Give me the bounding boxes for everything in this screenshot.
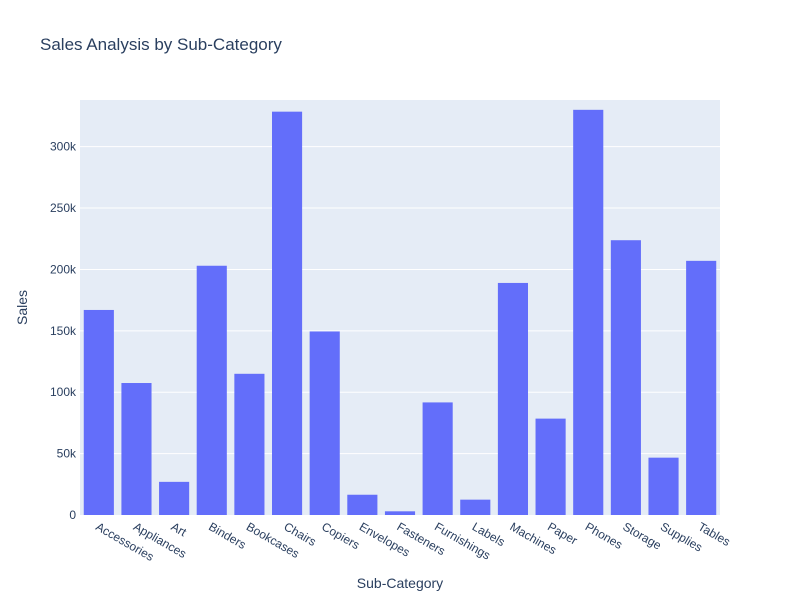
x-axis-title: Sub-Category — [357, 575, 443, 591]
x-tick-label: Copiers — [319, 519, 362, 552]
y-axis-title: Sales — [14, 290, 30, 325]
bar-accessories — [83, 309, 114, 515]
bar-appliances — [121, 383, 152, 515]
bar-art — [159, 481, 190, 515]
x-tick-label: Storage — [620, 519, 664, 552]
bar-fasteners — [384, 511, 416, 515]
y-tick-label: 250k — [50, 201, 77, 215]
bar-furnishings — [422, 402, 453, 515]
bar-bookcases — [234, 373, 265, 515]
bars — [83, 109, 717, 516]
bar-envelopes — [347, 494, 378, 515]
bar-copiers — [309, 331, 340, 515]
y-tick-label: 100k — [50, 385, 77, 399]
bar-machines — [497, 282, 528, 515]
y-tick-label: 300k — [50, 140, 77, 154]
bar-supplies — [648, 457, 679, 515]
y-tick-labels: 0 50k 100k 150k 200k 250k 300k — [50, 140, 77, 522]
y-tick-label: 200k — [50, 262, 77, 276]
bar-storage — [610, 240, 641, 515]
gridlines — [80, 146, 720, 455]
x-tick-label: Supplies — [658, 519, 705, 554]
x-tick-label: Art — [169, 519, 190, 539]
bar-paper — [535, 418, 566, 515]
x-tick-label: Binders — [206, 519, 248, 551]
bar-tables — [686, 260, 717, 515]
chart-title: Sales Analysis by Sub-Category — [40, 35, 282, 54]
bar-binders — [196, 265, 227, 515]
bar-labels — [460, 499, 491, 515]
bar-chairs — [272, 111, 303, 516]
x-tick-label: Phones — [583, 519, 625, 551]
bar-phones — [573, 109, 604, 516]
y-tick-label: 0 — [69, 508, 76, 522]
y-tick-label: 50k — [57, 447, 77, 461]
y-tick-label: 150k — [50, 324, 77, 338]
